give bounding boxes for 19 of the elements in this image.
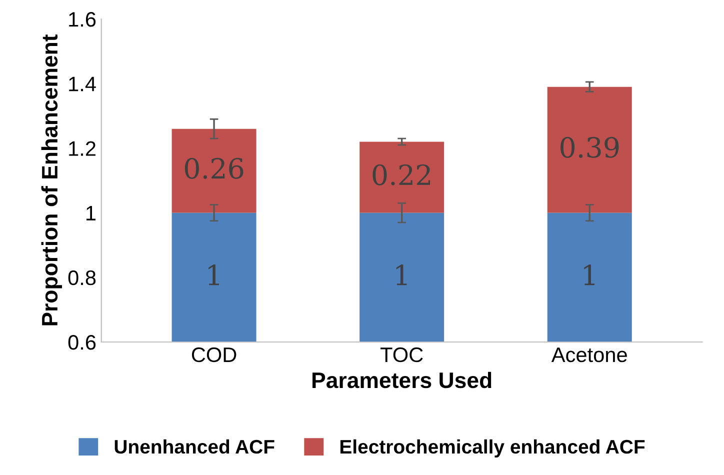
data-label: 0.39: [560, 136, 619, 158]
data-label: 0.22: [372, 164, 430, 186]
data-label: 1: [584, 264, 594, 286]
x-axis-title: Parameters Used: [312, 372, 492, 388]
data-label: 0.26: [184, 158, 244, 179]
legend-label: Unenhanced ACF: [114, 439, 274, 454]
y-axis-title: Proportion of Enhancement: [41, 34, 62, 326]
y-tick-label: 1.2: [69, 141, 96, 156]
y-tick-label: 1: [86, 206, 96, 220]
legend-label: Electrochemically enhanced ACF: [340, 439, 645, 458]
y-tick-label: 1.6: [69, 12, 96, 27]
y-tick-label: 0.6: [68, 335, 96, 350]
x-tick-label: Acetone: [551, 348, 627, 362]
data-label: 1: [396, 264, 407, 286]
x-tick-label: TOC: [380, 347, 423, 362]
y-tick-label: 0.8: [68, 270, 96, 286]
data-label: 1: [208, 264, 219, 286]
x-tick-label: COD: [192, 347, 236, 362]
y-tick-label: 1.4: [69, 76, 96, 92]
